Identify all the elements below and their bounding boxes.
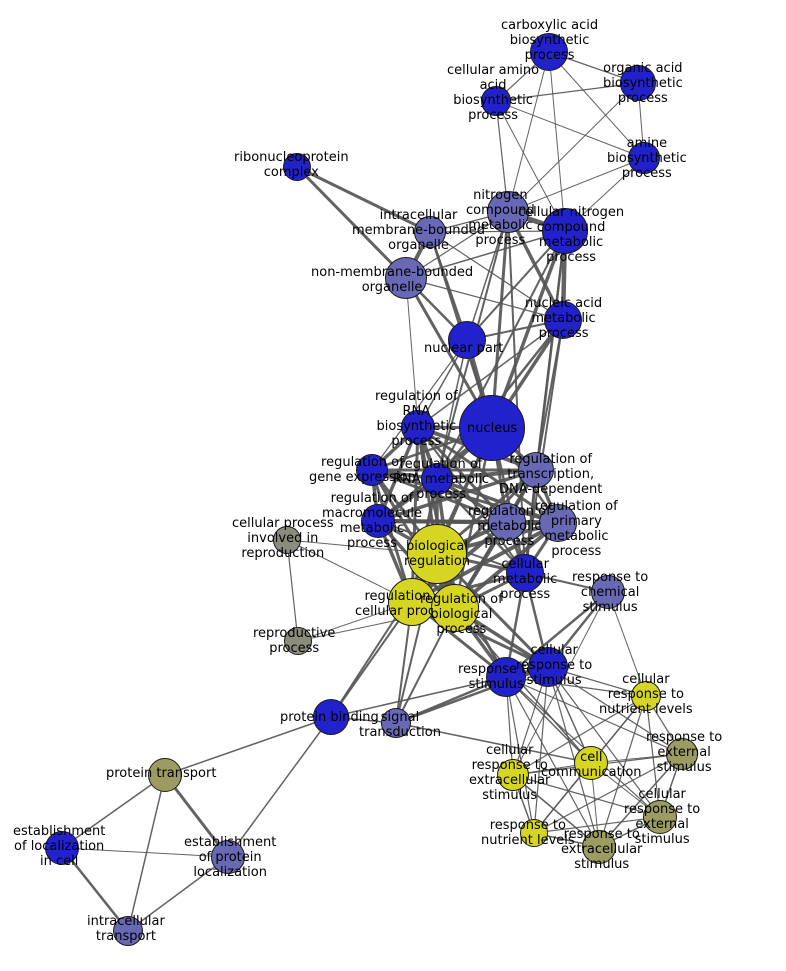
network-node-amine-bio[interactable] xyxy=(628,142,660,174)
network-edge xyxy=(505,676,592,764)
network-node-response-external-stimulus[interactable] xyxy=(666,738,698,770)
network-node-cellular-response-to-stimulus[interactable] xyxy=(528,647,568,687)
network-edge xyxy=(466,230,566,341)
network-edge xyxy=(330,676,507,718)
network-node-reproductive-process[interactable] xyxy=(284,627,312,655)
network-node-ribonucleoprotein-complex[interactable] xyxy=(283,153,311,181)
network-edge xyxy=(61,774,166,849)
network-node-signal-transduction[interactable] xyxy=(381,708,411,738)
network-edge xyxy=(429,231,564,321)
network-node-reg-gene-expression[interactable] xyxy=(356,454,388,486)
network-edge xyxy=(548,51,566,232)
network-edge xyxy=(598,753,683,848)
network-edge xyxy=(507,157,645,213)
network-edge xyxy=(507,82,639,213)
network-node-cellular-response-nutrient-levels[interactable] xyxy=(631,681,661,711)
network-edge xyxy=(505,676,600,848)
network-edge xyxy=(533,816,661,834)
network-edge xyxy=(533,753,683,834)
network-edge xyxy=(598,695,647,848)
network-edge xyxy=(607,591,647,697)
network-edge xyxy=(405,277,564,321)
network-node-cellular-amino-acid-bio[interactable] xyxy=(481,86,511,116)
network-edge xyxy=(286,539,299,642)
network-node-nucleus[interactable] xyxy=(459,395,525,461)
network-edge xyxy=(227,716,332,858)
network-node-protein-transport[interactable] xyxy=(148,758,182,792)
network-edge xyxy=(417,319,564,428)
network-edge xyxy=(405,277,419,428)
network-edge xyxy=(127,856,229,932)
network-node-biological-regulation[interactable] xyxy=(407,524,467,584)
network-node-reg-metab-process[interactable] xyxy=(488,503,526,541)
network-node-response-chemical-stimulus[interactable] xyxy=(591,575,625,609)
network-edge xyxy=(295,165,408,280)
network-edge xyxy=(164,716,332,776)
network-node-cellular-response-extracellular-stimulus[interactable] xyxy=(497,759,529,791)
network-node-reg-biological-process[interactable] xyxy=(431,584,479,632)
network-edge xyxy=(405,230,566,279)
network-edge xyxy=(395,722,592,764)
network-edge xyxy=(466,211,509,341)
network-node-cell-communication[interactable] xyxy=(574,746,608,780)
network-node-nucleic-acid-metab[interactable] xyxy=(544,301,582,339)
network-edge xyxy=(547,666,683,755)
network-edge xyxy=(507,51,550,213)
network-edge xyxy=(505,676,647,697)
network-node-nitrogen-compound-metab[interactable] xyxy=(487,191,529,233)
network-node-reg-macromolecule-metab[interactable] xyxy=(361,504,395,538)
network-node-protein-binding[interactable] xyxy=(313,699,349,735)
network-edge xyxy=(535,230,566,471)
network-edge xyxy=(371,339,468,471)
network-node-intracellular-transport[interactable] xyxy=(113,916,143,946)
network-node-reg-cellular-process[interactable] xyxy=(388,578,436,626)
network-node-response-to-stimulus[interactable] xyxy=(486,657,526,697)
network-edge xyxy=(533,666,549,834)
network-node-carboxylic-acid-bio[interactable] xyxy=(530,33,568,71)
network-edge xyxy=(505,591,609,678)
network-node-intracellular-membrane-bounded-organelle[interactable] xyxy=(414,216,446,248)
network-node-reg-rna-metab[interactable] xyxy=(421,463,453,495)
network-edge xyxy=(377,468,537,523)
network-edge xyxy=(61,847,229,858)
network-edge xyxy=(547,666,600,848)
network-edge xyxy=(436,478,526,574)
network-node-establishment-localization-in-cell[interactable] xyxy=(45,831,79,865)
network-node-response-nutrient-levels[interactable] xyxy=(520,819,548,847)
network-edge xyxy=(61,847,129,932)
network-edge xyxy=(512,774,661,818)
network-edge xyxy=(371,468,559,525)
network-node-nuclear-part[interactable] xyxy=(448,321,486,359)
network-edge xyxy=(495,82,639,102)
network-node-response-extracellular-stimulus[interactable] xyxy=(582,830,616,864)
network-node-establishment-protein-localization[interactable] xyxy=(211,840,245,874)
network-node-cellular-process-reproduction[interactable] xyxy=(273,526,301,554)
network-node-reg-transcription-dna[interactable] xyxy=(518,452,554,488)
network-edge xyxy=(495,100,645,159)
network-edge xyxy=(505,676,683,755)
network-node-cellular-response-external-stimulus[interactable] xyxy=(643,800,677,834)
network-node-reg-rna-bio[interactable] xyxy=(401,410,435,444)
network-node-reg-primary-metab[interactable] xyxy=(539,504,577,542)
network-edge xyxy=(512,774,600,848)
network-edge xyxy=(547,666,661,818)
network-edge xyxy=(436,230,566,480)
network-edge xyxy=(411,521,559,604)
network-node-non-membrane-bounded-organelle[interactable] xyxy=(385,257,427,299)
network-edge xyxy=(548,51,645,159)
network-node-organic-acid-bio[interactable] xyxy=(620,65,656,101)
network-edge xyxy=(512,695,647,776)
network-node-cellular-nitrogen-compound-metab[interactable] xyxy=(542,208,588,254)
network-edge xyxy=(296,165,431,234)
network-edge xyxy=(495,100,566,232)
network-edge xyxy=(436,339,468,480)
network-node-cellular-metab-process[interactable] xyxy=(506,554,544,592)
